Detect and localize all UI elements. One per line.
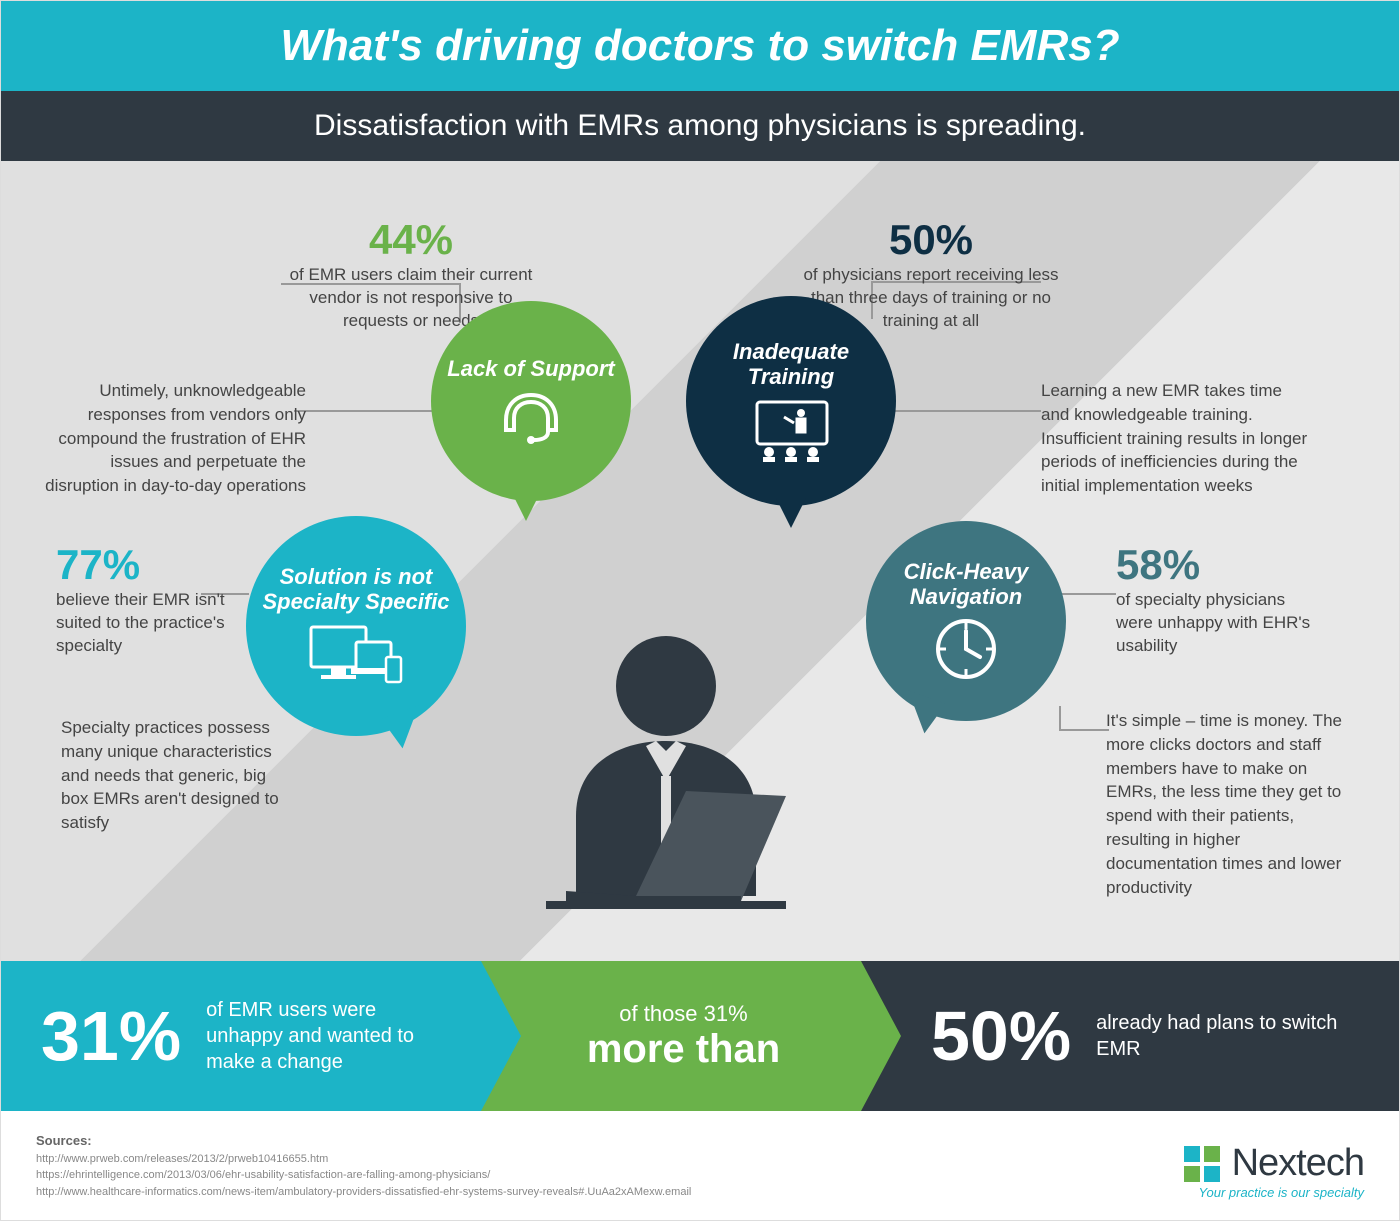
bubble-label: Lack of Support (447, 357, 614, 381)
bubble-specialty: Solution is not Specialty Specific (246, 516, 466, 736)
devices-icon (306, 622, 406, 687)
bottom-seg-3: 50% already had plans to switch EMR (861, 961, 1399, 1111)
header-subtitle-bar: Dissatisfaction with EMRs among physicia… (1, 91, 1399, 161)
copy-specialty: Specialty practices possess many unique … (61, 716, 281, 835)
bottom-seg-1: 31% of EMR users were unhappy and wanted… (1, 961, 481, 1111)
stat-desc: believe their EMR isn't suited to the pr… (56, 590, 225, 655)
bottom-text: already had plans to switch EMR (1096, 1010, 1359, 1062)
copy-click: It's simple – time is money. The more cl… (1106, 709, 1356, 899)
person-laptop-icon (506, 616, 826, 936)
copy-support: Untimely, unknowledgeable responses from… (36, 379, 306, 498)
bubble-click: Click-Heavy Navigation (866, 521, 1066, 721)
bottom-text: of EMR users were unhappy and wanted to … (206, 997, 441, 1075)
stat-pct: 58% (1116, 541, 1326, 589)
bubble-label: Click-Heavy Navigation (876, 560, 1056, 608)
logo-block: Nextech Your practice is our specialty (1182, 1142, 1364, 1200)
sources-label: Sources: (36, 1131, 691, 1151)
clock-icon (934, 617, 999, 682)
header-title-bar: What's driving doctors to switch EMRs? (1, 1, 1399, 91)
stat-click: 58% of specialty physicians were unhappy… (1116, 541, 1326, 658)
connector-line (1061, 593, 1116, 595)
bubble-label: Inadequate Training (696, 340, 886, 388)
source-url: http://www.prweb.com/releases/2013/2/prw… (36, 1151, 691, 1168)
bottom-text: of those 31% (619, 1001, 747, 1026)
bottom-pct: 50% (931, 996, 1071, 1076)
stat-pct: 44% (281, 216, 541, 264)
stat-pct: 50% (801, 216, 1061, 264)
training-icon (749, 397, 834, 462)
source-url: https://ehrintelligence.com/2013/03/06/e… (36, 1167, 691, 1184)
connector-line (294, 410, 434, 412)
bottom-text: more than (587, 1027, 780, 1072)
sources-block: Sources: http://www.prweb.com/releases/2… (36, 1131, 691, 1200)
copy-training: Learning a new EMR takes time and knowle… (1041, 379, 1311, 498)
bottom-pct: 31% (41, 996, 181, 1076)
logo-tagline: Your practice is our specialty (1199, 1185, 1364, 1200)
headset-icon (496, 390, 566, 445)
bottom-seg-2: of those 31% more than (481, 961, 861, 1111)
footer: Sources: http://www.prweb.com/releases/2… (1, 1111, 1399, 1220)
bubble-label: Solution is not Specialty Specific (256, 565, 456, 613)
bubble-training: Inadequate Training (686, 296, 896, 506)
source-url: http://www.healthcare-informatics.com/ne… (36, 1184, 691, 1201)
main-diagram: 44% of EMR users claim their current ven… (1, 161, 1399, 961)
connector-line (1059, 729, 1109, 731)
bottom-stats-bar: 31% of EMR users were unhappy and wanted… (1, 961, 1399, 1111)
page-subtitle: Dissatisfaction with EMRs among physicia… (1, 109, 1399, 143)
logo-text: Nextech (1232, 1142, 1364, 1185)
stat-specialty: 77% believe their EMR isn't suited to th… (56, 541, 246, 658)
nextech-logo-icon (1182, 1144, 1222, 1184)
page-title: What's driving doctors to switch EMRs? (1, 21, 1399, 71)
stat-pct: 77% (56, 541, 246, 589)
connector-line (891, 410, 1041, 412)
bubble-support: Lack of Support (431, 301, 631, 501)
stat-desc: of specialty physicians were unhappy wit… (1116, 590, 1310, 655)
